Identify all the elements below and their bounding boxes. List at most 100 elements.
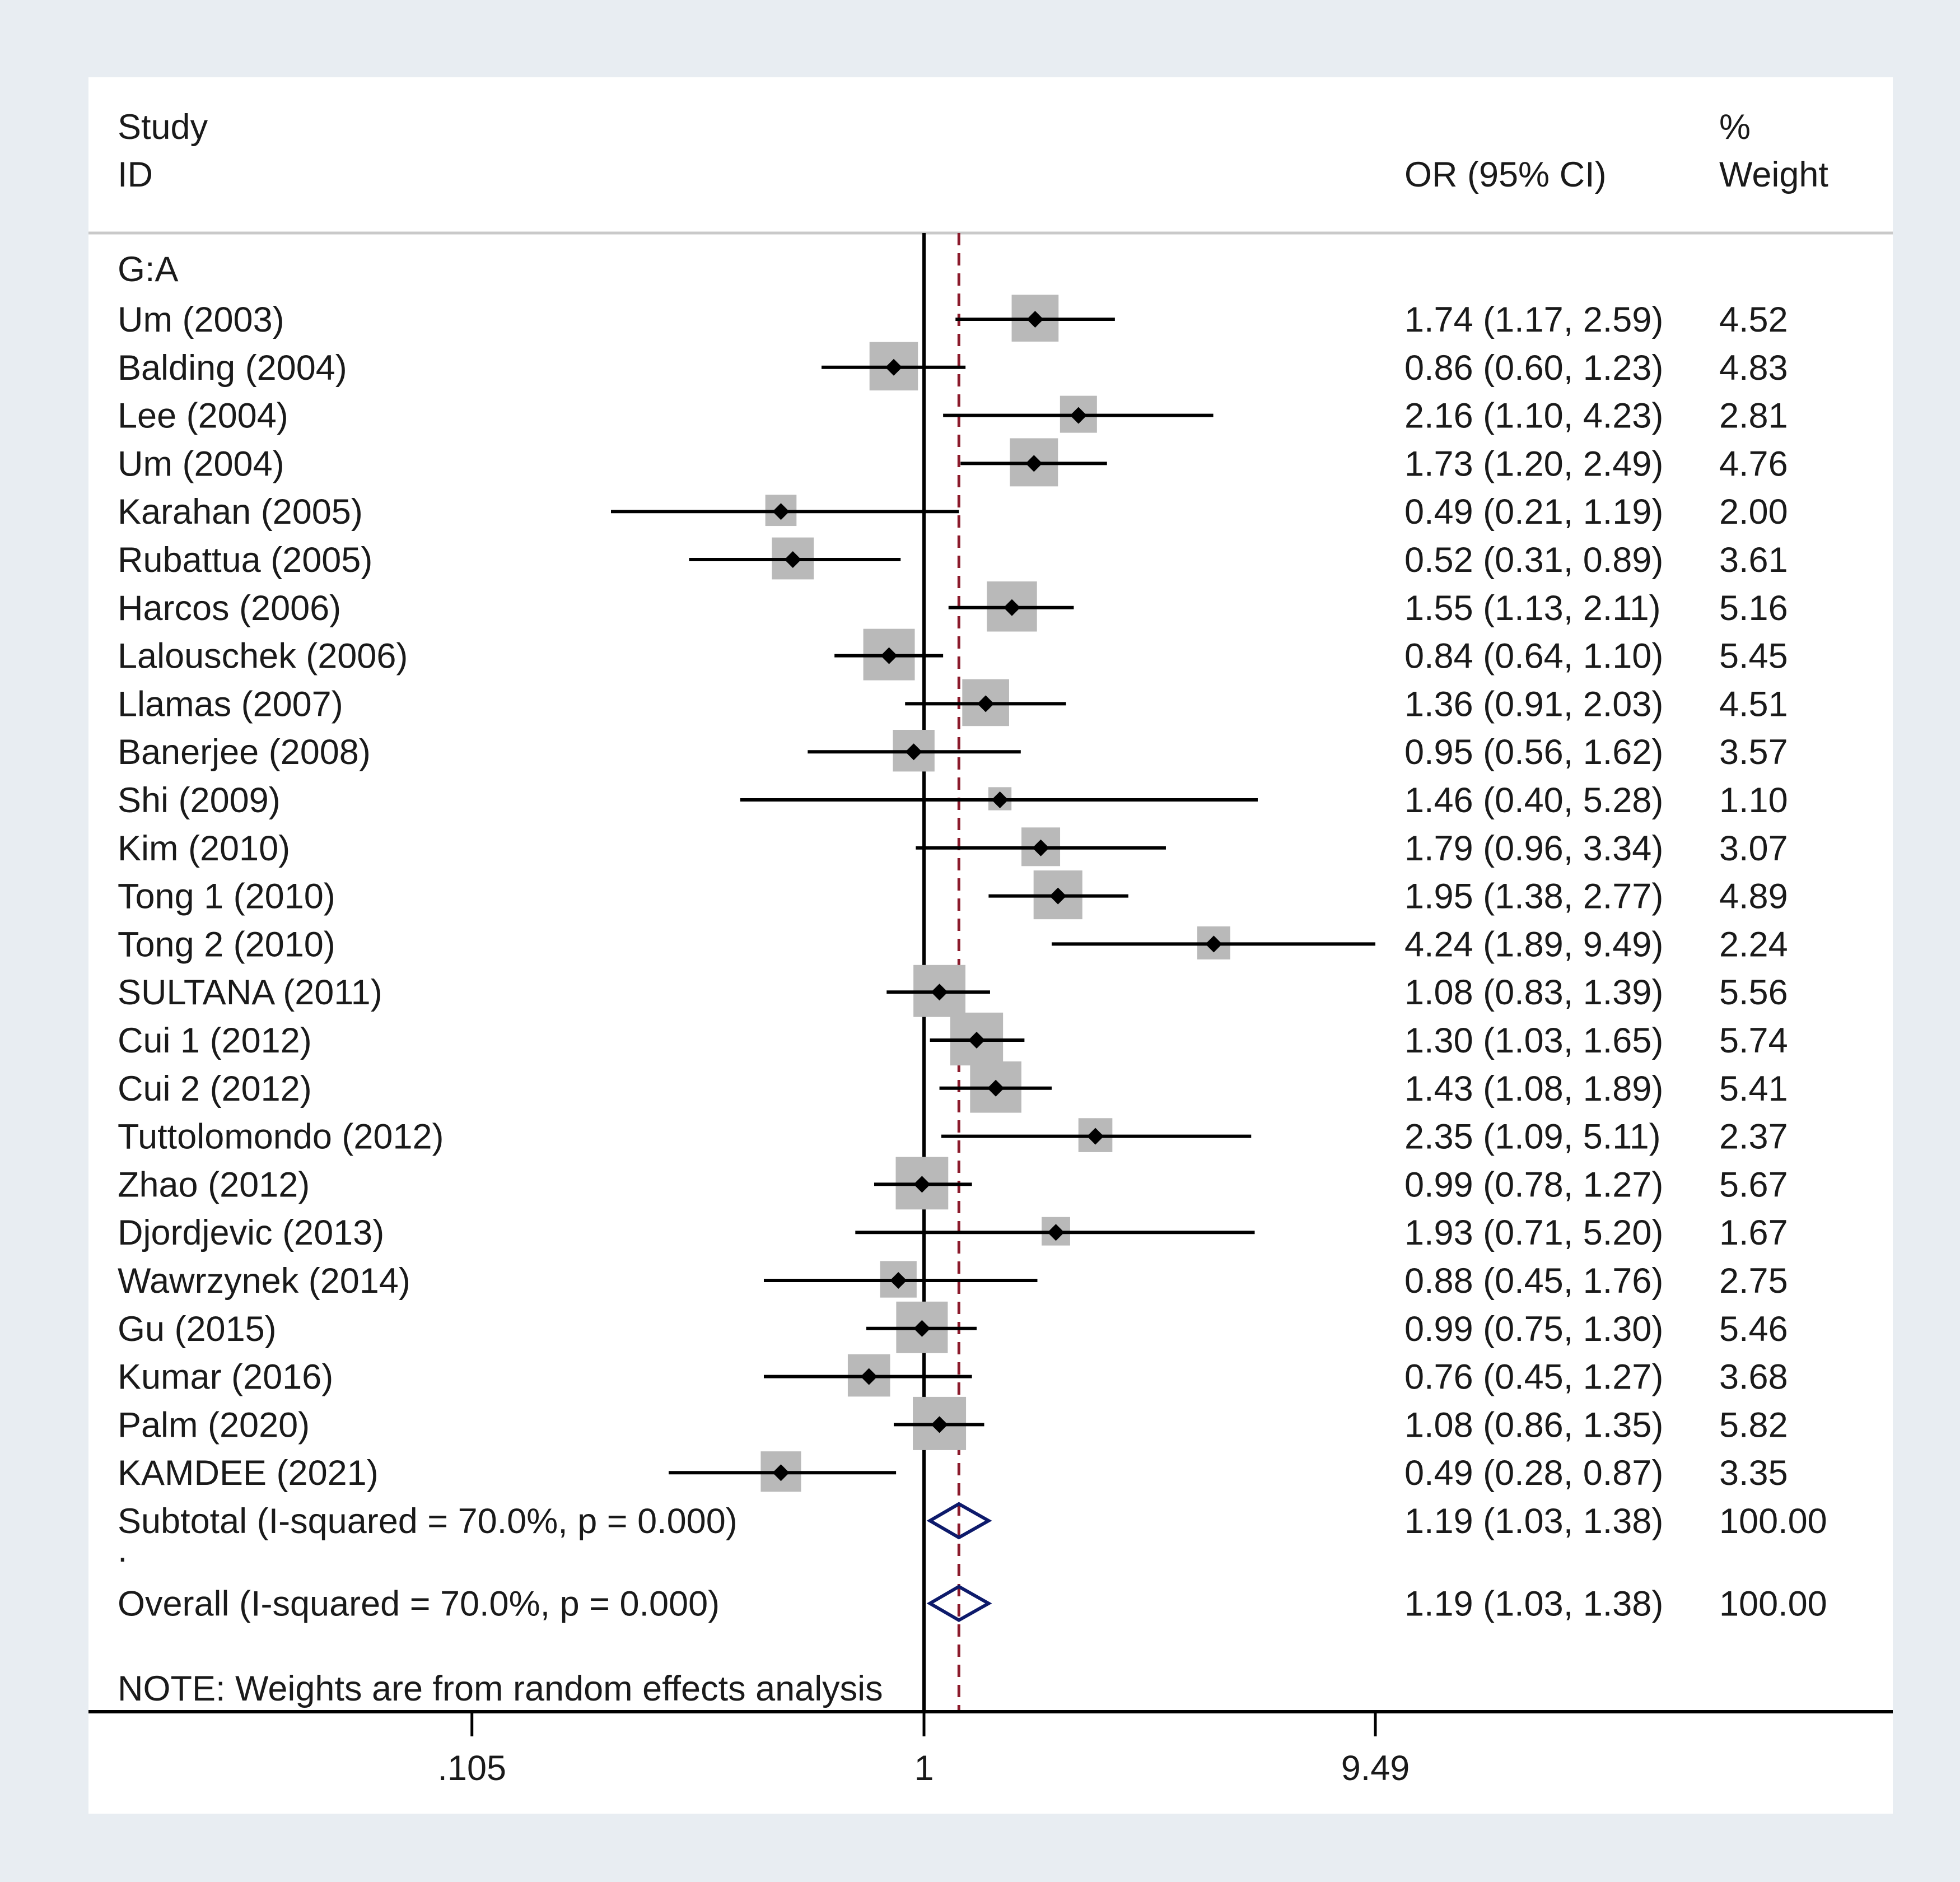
study-label: Harcos (2006) — [118, 589, 341, 628]
study-row: Balding (2004) 0.86 (0.60, 1.23) 4.83 — [118, 342, 1788, 391]
study-label: Llamas (2007) — [118, 684, 343, 724]
study-or-ci: 0.99 (0.75, 1.30) — [1404, 1310, 1663, 1349]
study-label: Tong 2 (2010) — [118, 925, 335, 964]
point-estimate-marker — [931, 984, 948, 1001]
study-row: Tong 1 (2010) 1.95 (1.38, 2.77) 4.89 — [118, 870, 1788, 920]
point-estimate-marker — [1047, 1224, 1065, 1241]
forest-plot: Study ID OR (95% CI) % Weight G:A Um (20… — [88, 108, 1893, 1788]
study-row: Gu (2015) 0.99 (0.75, 1.30) 5.46 — [118, 1301, 1788, 1353]
study-label: Cui 2 (2012) — [118, 1069, 312, 1108]
subtotal-row: Subtotal (I-squared = 70.0%, p = 0.000) 1… — [118, 1502, 1827, 1541]
study-weight: 5.41 — [1719, 1069, 1788, 1108]
study-row: Um (2003) 1.74 (1.17, 2.59) 4.52 — [118, 295, 1788, 342]
study-row: Lee (2004) 2.16 (1.10, 4.23) 2.81 — [118, 395, 1788, 436]
point-estimate-marker — [1003, 599, 1020, 616]
study-row: KAMDEE (2021) 0.49 (0.28, 0.87) 3.35 — [118, 1451, 1788, 1493]
point-estimate-marker — [968, 1032, 985, 1049]
study-label: Wawrzynek (2014) — [118, 1261, 410, 1301]
separator-dot: . — [118, 1530, 128, 1569]
study-row: Rubattua (2005) 0.52 (0.31, 0.89) 3.61 — [118, 537, 1788, 580]
study-row: Um (2004) 1.73 (1.20, 2.49) 4.76 — [118, 438, 1788, 487]
study-row: Cui 2 (2012) 1.43 (1.08, 1.89) 5.41 — [118, 1061, 1788, 1113]
study-or-ci: 1.74 (1.17, 2.59) — [1404, 300, 1663, 339]
study-or-ci: 1.73 (1.20, 2.49) — [1404, 444, 1663, 483]
study-row: Kumar (2016) 0.76 (0.45, 1.27) 3.68 — [118, 1354, 1788, 1397]
study-or-ci: 1.36 (0.91, 2.03) — [1404, 684, 1663, 724]
study-label: KAMDEE (2021) — [118, 1454, 379, 1493]
point-estimate-marker — [913, 1176, 931, 1193]
header-percent: % — [1719, 108, 1751, 147]
subtotal-row-label: Subtotal (I-squared = 70.0%, p = 0.000) — [118, 1502, 738, 1541]
study-weight: 3.61 — [1719, 541, 1788, 580]
study-label: Lee (2004) — [118, 397, 288, 436]
study-or-ci: 1.95 (1.38, 2.77) — [1404, 877, 1663, 916]
study-or-ci: 1.55 (1.13, 2.11) — [1404, 589, 1661, 628]
study-or-ci: 0.95 (0.56, 1.62) — [1404, 733, 1663, 772]
point-estimate-marker — [860, 1368, 878, 1385]
study-weight: 2.37 — [1719, 1117, 1788, 1157]
overall-row-or-ci: 1.19 (1.03, 1.38) — [1404, 1585, 1663, 1624]
point-estimate-marker — [1026, 311, 1044, 328]
point-estimate-marker — [1205, 935, 1222, 953]
study-weight: 3.35 — [1719, 1454, 1788, 1493]
study-or-ci: 0.49 (0.28, 0.87) — [1404, 1454, 1663, 1493]
study-weight: 3.57 — [1719, 733, 1788, 772]
study-weight: 4.51 — [1719, 684, 1788, 724]
study-weight: 3.07 — [1719, 829, 1788, 868]
study-row: Harcos (2006) 1.55 (1.13, 2.11) 5.16 — [118, 581, 1788, 632]
study-weight: 5.56 — [1719, 973, 1788, 1012]
study-weight: 1.10 — [1719, 781, 1788, 820]
point-estimate-marker — [1070, 407, 1087, 424]
study-row: Lalouschek (2006) 0.84 (0.64, 1.10) 5.45 — [118, 628, 1788, 681]
study-or-ci: 0.99 (0.78, 1.27) — [1404, 1165, 1663, 1204]
study-or-ci: 1.43 (1.08, 1.89) — [1404, 1069, 1663, 1108]
study-label: Kumar (2016) — [118, 1358, 333, 1397]
pooled-diamond — [926, 1585, 992, 1623]
study-weight: 5.67 — [1719, 1165, 1788, 1204]
study-or-ci: 1.93 (0.71, 5.20) — [1404, 1213, 1663, 1252]
point-estimate-marker — [885, 358, 902, 376]
study-weight: 4.76 — [1719, 444, 1788, 483]
study-or-ci: 2.16 (1.10, 4.23) — [1404, 397, 1663, 436]
study-label: Shi (2009) — [118, 781, 281, 820]
study-or-ci: 0.76 (0.45, 1.27) — [1404, 1358, 1663, 1397]
study-weight: 2.81 — [1719, 397, 1788, 436]
study-or-ci: 1.30 (1.03, 1.65) — [1404, 1021, 1663, 1060]
study-label: Um (2003) — [118, 300, 284, 339]
study-row: Zhao (2012) 0.99 (0.78, 1.27) 5.67 — [118, 1157, 1788, 1210]
subtotal-row-or-ci: 1.19 (1.03, 1.38) — [1404, 1502, 1663, 1541]
point-estimate-marker — [1049, 887, 1067, 905]
study-label: Rubattua (2005) — [118, 541, 372, 580]
study-or-ci: 1.79 (0.96, 3.34) — [1404, 829, 1663, 868]
weights-note: NOTE: Weights are from random effects an… — [118, 1669, 883, 1708]
study-row: Shi (2009) 1.46 (0.40, 5.28) 1.10 — [118, 781, 1788, 820]
study-label: Gu (2015) — [118, 1310, 277, 1349]
study-row: SULTANA (2011) 1.08 (0.83, 1.39) 5.56 — [118, 965, 1788, 1017]
point-estimate-marker — [913, 1320, 931, 1337]
study-label: Tong 1 (2010) — [118, 877, 335, 916]
study-row: Djordjevic (2013) 1.93 (0.71, 5.20) 1.67 — [118, 1213, 1788, 1252]
study-weight: 4.52 — [1719, 300, 1788, 339]
study-row: Banerjee (2008) 0.95 (0.56, 1.62) 3.57 — [118, 729, 1788, 772]
study-or-ci: 1.08 (0.86, 1.35) — [1404, 1405, 1663, 1445]
study-weight: 1.67 — [1719, 1213, 1788, 1252]
study-row: Tuttolomondo (2012) 2.35 (1.09, 5.11) 2.37 — [118, 1117, 1788, 1157]
study-label: Um (2004) — [118, 444, 284, 483]
study-label: Zhao (2012) — [118, 1165, 310, 1204]
study-weight: 5.16 — [1719, 589, 1788, 628]
study-or-ci: 0.52 (0.31, 0.89) — [1404, 541, 1663, 580]
point-estimate-marker — [931, 1416, 948, 1433]
study-weight: 4.83 — [1719, 348, 1788, 388]
study-weight: 4.89 — [1719, 877, 1788, 916]
study-label: Palm (2020) — [118, 1405, 310, 1445]
header-study: Study — [118, 108, 208, 147]
study-label: Djordjevic (2013) — [118, 1213, 384, 1252]
study-or-ci: 1.08 (0.83, 1.39) — [1404, 973, 1663, 1012]
point-estimate-marker — [977, 695, 995, 712]
study-label: SULTANA (2011) — [118, 973, 382, 1012]
point-estimate-marker — [880, 647, 898, 664]
x-tick-label: 1 — [914, 1749, 934, 1788]
x-axis: .105 1 9.49 — [437, 1712, 1410, 1788]
study-label: Lalouschek (2006) — [118, 637, 408, 676]
